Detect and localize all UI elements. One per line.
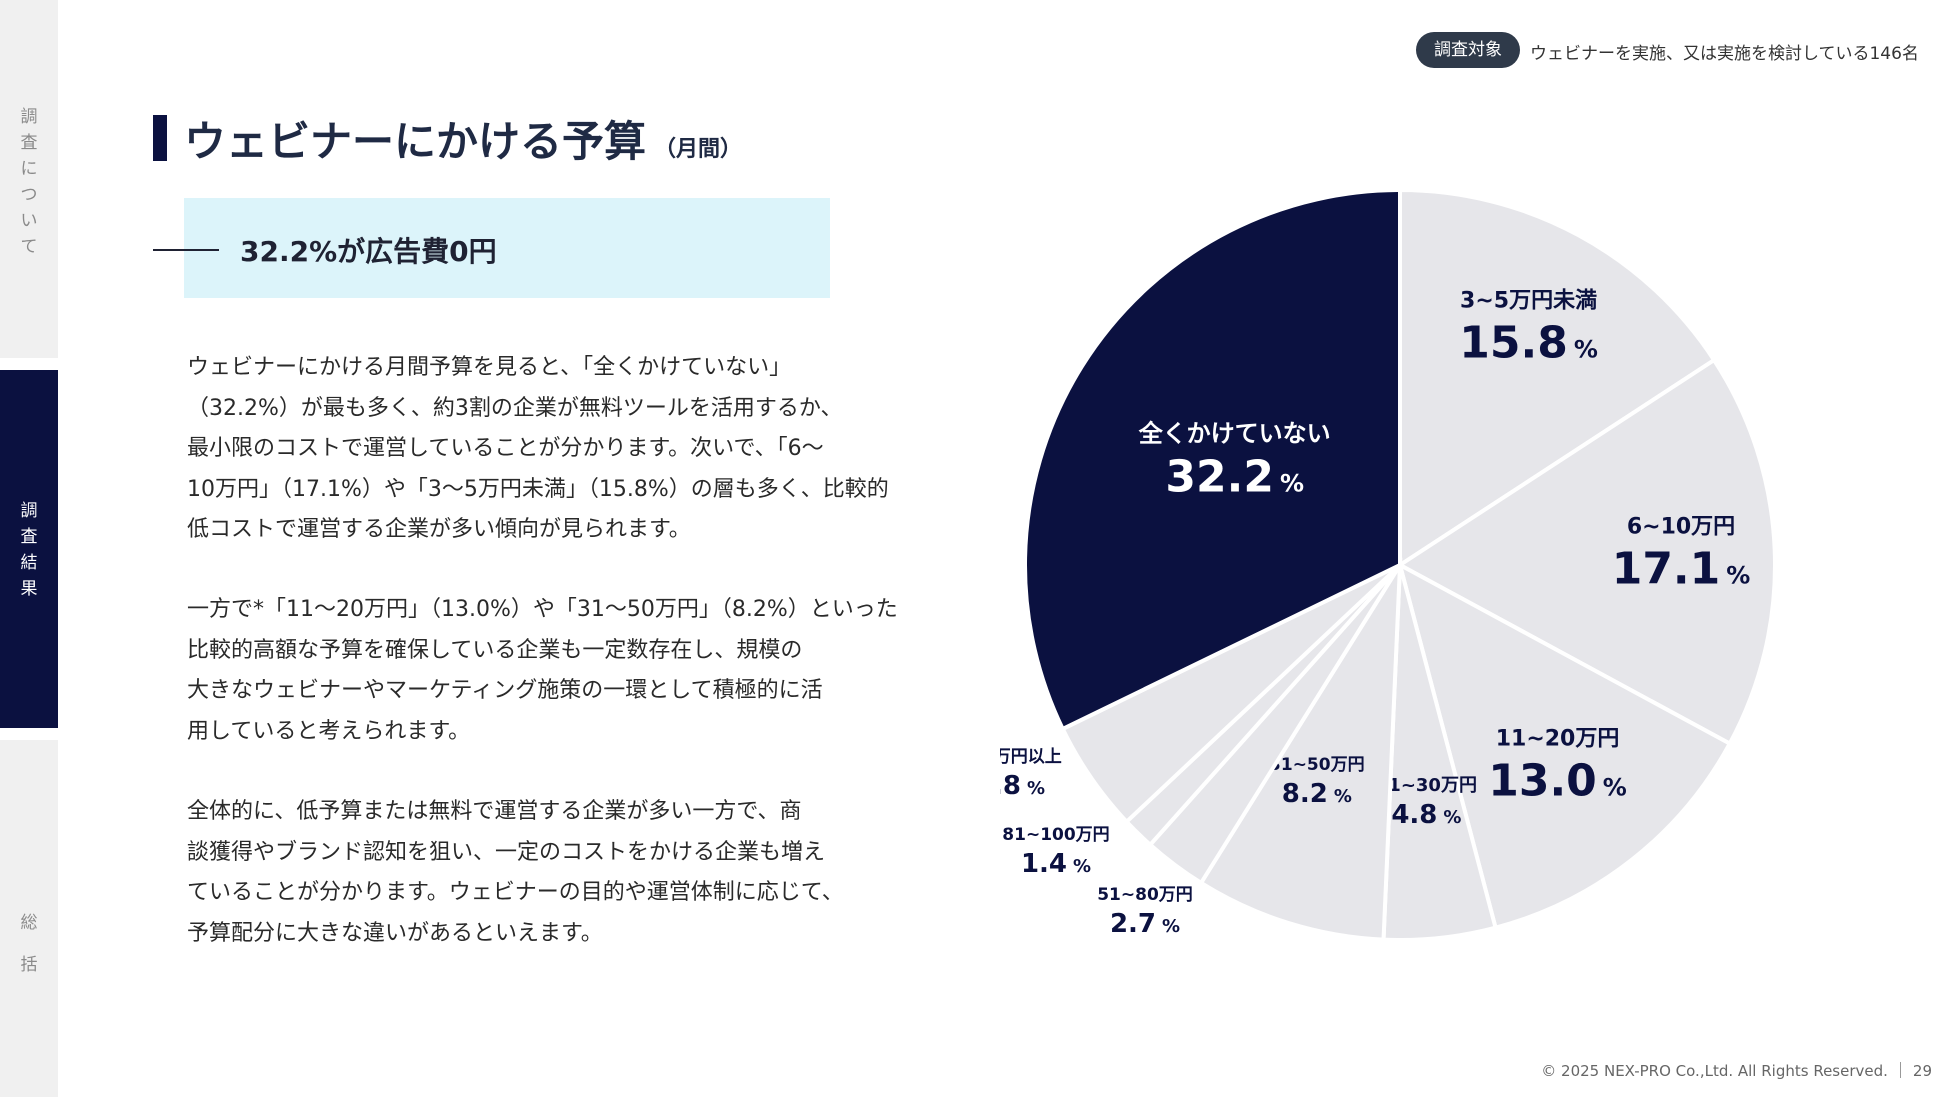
survey-target-text: ウェビナーを実施、又は実施を検討している146名 (1530, 44, 1919, 64)
slice-label: 全くかけていない 32.2% (1138, 420, 1331, 503)
side-nav-item-results[interactable]: 調査結果 (0, 370, 58, 728)
slice-label-name: 31~50万円 (1269, 755, 1365, 775)
pie-slice (1396, 357, 1777, 747)
highlight-box (184, 198, 830, 298)
slice-label: 31~50万円 8.2% (1269, 755, 1365, 809)
pie-slice (1398, 187, 1717, 569)
slice-label-value: 13.0% (1488, 756, 1627, 807)
slice-label: 11~20万円 13.0% (1488, 727, 1627, 807)
side-nav-item-summary[interactable]: 総括 (0, 740, 58, 1097)
copyright-text: © 2025 NEX-PRO Co.,Ltd. All Rights Reser… (1541, 1062, 1888, 1080)
slice-label-value: 4.8% (1391, 800, 1461, 830)
slice-label-value: 1.4% (1021, 849, 1091, 879)
pie-slice (1023, 187, 1402, 732)
slice-label-value: 15.8% (1459, 318, 1598, 369)
slice-label: 6~10万円 17.1% (1612, 515, 1751, 595)
slice-label: 21~30万円 4.8% (1376, 775, 1477, 830)
slice-label: 3~5万円未満 15.8% (1459, 288, 1598, 369)
slice-label-value: 2.7% (1110, 909, 1180, 939)
page-title: ウェビナーにかける予算 （月間） (184, 108, 742, 169)
slice-label-value: 4.8% (1000, 771, 1045, 801)
side-nav: 調査について 調査結果 総括 (0, 0, 58, 1097)
slice-label-name: 3~5万円未満 (1460, 288, 1597, 314)
title-accent-bar (153, 115, 167, 161)
page-number: 29 (1912, 1062, 1932, 1080)
slice-label-name: 81~100万円 (1002, 825, 1109, 845)
side-nav-label-results: 調査結果 (20, 501, 38, 599)
paragraph-2: 一方で*「11～20万円」（13.0%）や「31～50万円」（8.2%）といった… (187, 597, 898, 744)
slice-label-value: 8.2% (1282, 779, 1352, 809)
pie-slice (1198, 557, 1403, 942)
slice-label: 81~100万円 1.4% (1002, 825, 1109, 879)
footer: © 2025 NEX-PRO Co.,Ltd. All Rights Reser… (1541, 1062, 1932, 1080)
slice-label-value: 17.1% (1612, 544, 1751, 595)
page-title-main: ウェビナーにかける予算 (184, 117, 647, 166)
slice-label-value: 32.2% (1165, 452, 1304, 503)
survey-target-tag: 調査対象 (1416, 32, 1520, 68)
slice-label-name: 11~20万円 (1496, 727, 1620, 752)
slice-label-name: 全くかけていない (1138, 420, 1331, 448)
highlight-text: 32.2%が広告費0円 (240, 235, 497, 268)
slice-label-name: 51~80万円 (1097, 885, 1193, 905)
side-nav-label-summary: 総括 (20, 913, 38, 975)
side-nav-label-about: 調査について (20, 107, 38, 257)
footer-divider (1899, 1062, 1901, 1078)
highlight-rule (153, 249, 219, 251)
page-title-sub: （月間） (654, 137, 743, 162)
slice-label: 101万円以上 4.8% (1000, 747, 1062, 801)
pie-slice (1396, 561, 1733, 931)
slice-label-name: 21~30万円 (1376, 775, 1477, 796)
slice-label-name: 6~10万円 (1627, 515, 1735, 540)
side-nav-item-about[interactable]: 調査について (0, 0, 58, 358)
paragraph-1: ウェビナーにかける月間予算を見ると、「全くかけていない」 （32.2%）が最も多く… (187, 355, 889, 542)
slice-label-name: 101万円以上 (1000, 747, 1062, 767)
slice-label: 51~80万円 2.7% (1097, 885, 1193, 939)
paragraph-3: 全体的に、低予算または無料で運営する企業が多い一方で、商 談獲得やブランド認知を狙… (187, 799, 844, 946)
